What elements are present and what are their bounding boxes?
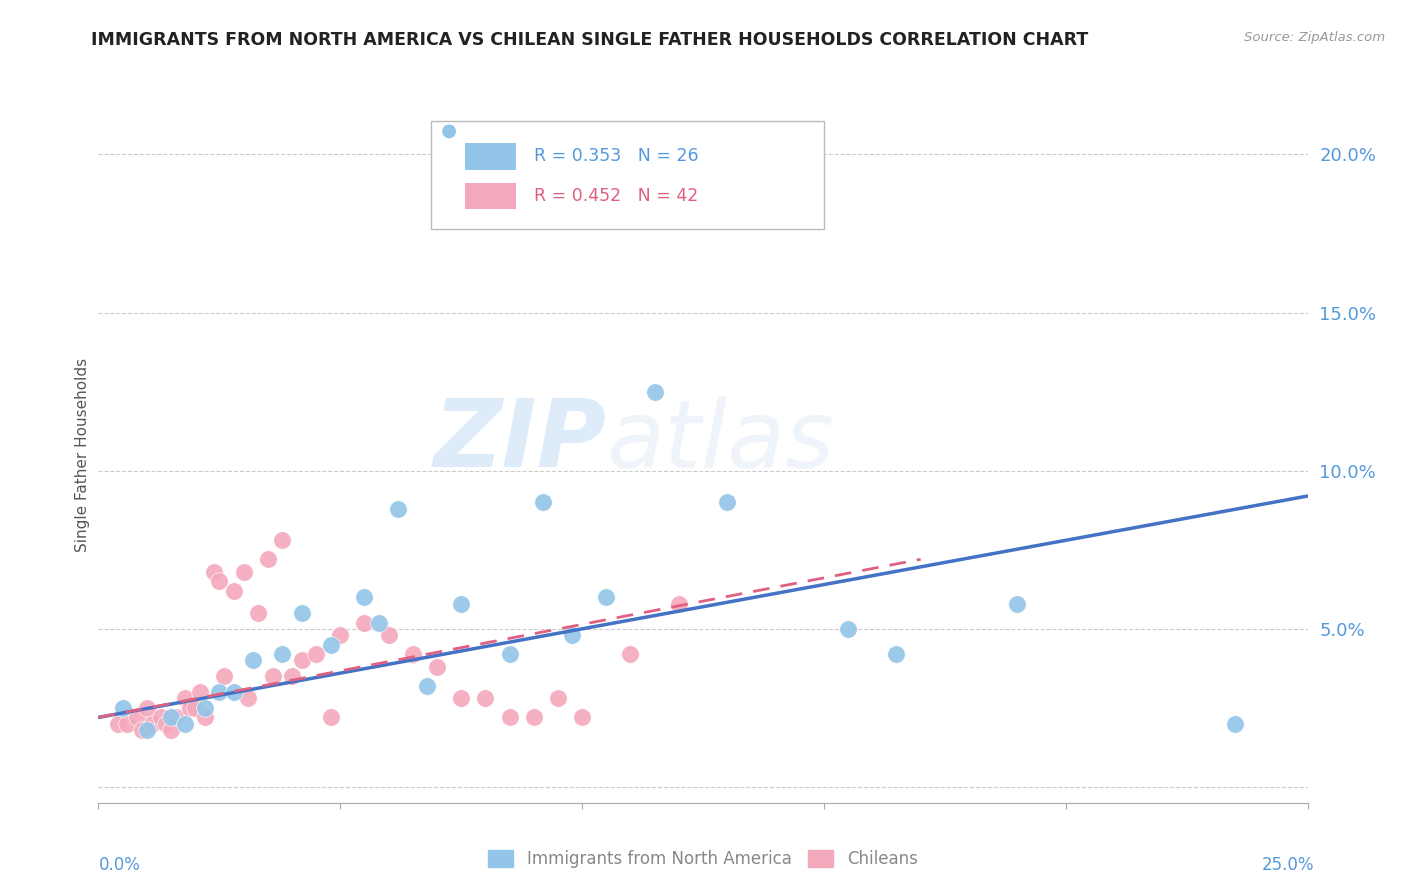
- FancyBboxPatch shape: [430, 121, 824, 229]
- Point: [450, 597, 472, 611]
- Point: [165, 710, 187, 724]
- Point: [111, 701, 134, 715]
- Point: [402, 647, 425, 661]
- Point: [644, 384, 666, 399]
- Point: [194, 710, 217, 724]
- Point: [232, 565, 254, 579]
- Point: [619, 647, 641, 661]
- Point: [837, 622, 859, 636]
- Point: [212, 669, 235, 683]
- Point: [188, 685, 211, 699]
- Text: R = 0.452   N = 42: R = 0.452 N = 42: [534, 187, 697, 205]
- Point: [571, 710, 593, 724]
- Point: [531, 495, 554, 509]
- Point: [353, 591, 375, 605]
- Point: [222, 583, 245, 598]
- Point: [247, 606, 270, 620]
- Point: [595, 591, 617, 605]
- Point: [319, 710, 342, 724]
- Text: atlas: atlas: [606, 395, 835, 486]
- FancyBboxPatch shape: [465, 144, 516, 169]
- Point: [184, 701, 207, 715]
- FancyBboxPatch shape: [465, 183, 516, 210]
- Point: [194, 701, 217, 715]
- Point: [242, 653, 264, 667]
- Point: [498, 647, 520, 661]
- Point: [160, 710, 183, 724]
- Point: [160, 723, 183, 737]
- Point: [107, 716, 129, 731]
- Point: [155, 716, 177, 731]
- Text: 0.0%: 0.0%: [98, 855, 141, 873]
- Text: R = 0.353   N = 26: R = 0.353 N = 26: [534, 147, 699, 165]
- Point: [208, 574, 231, 589]
- Point: [174, 691, 197, 706]
- Point: [290, 653, 312, 667]
- Point: [150, 710, 173, 724]
- Point: [117, 716, 139, 731]
- Point: [319, 638, 342, 652]
- Point: [353, 615, 375, 630]
- Point: [450, 691, 472, 706]
- Point: [1007, 597, 1029, 611]
- Point: [474, 691, 496, 706]
- Point: [208, 685, 231, 699]
- Text: IMMIGRANTS FROM NORTH AMERICA VS CHILEAN SINGLE FATHER HOUSEHOLDS CORRELATION CH: IMMIGRANTS FROM NORTH AMERICA VS CHILEAN…: [91, 31, 1088, 49]
- Point: [131, 723, 153, 737]
- Point: [127, 710, 149, 724]
- Point: [141, 716, 163, 731]
- Point: [668, 597, 690, 611]
- Point: [262, 669, 284, 683]
- Point: [238, 691, 260, 706]
- Point: [174, 716, 197, 731]
- Point: [305, 647, 328, 661]
- Point: [204, 565, 226, 579]
- Point: [377, 628, 399, 642]
- Point: [561, 628, 583, 642]
- Text: Source: ZipAtlas.com: Source: ZipAtlas.com: [1244, 31, 1385, 45]
- Point: [547, 691, 569, 706]
- Point: [523, 710, 546, 724]
- Point: [368, 615, 391, 630]
- Point: [135, 701, 157, 715]
- Point: [1223, 716, 1246, 731]
- Point: [271, 647, 294, 661]
- Point: [329, 628, 352, 642]
- Point: [256, 552, 278, 566]
- Point: [135, 723, 157, 737]
- Text: 25.0%: 25.0%: [1263, 855, 1315, 873]
- Point: [716, 495, 738, 509]
- Point: [387, 501, 409, 516]
- Point: [222, 685, 245, 699]
- Point: [271, 533, 294, 548]
- Legend: Immigrants from North America, Chileans: Immigrants from North America, Chileans: [482, 843, 924, 875]
- Y-axis label: Single Father Households: Single Father Households: [75, 358, 90, 552]
- Point: [886, 647, 908, 661]
- Point: [281, 669, 304, 683]
- Point: [290, 606, 312, 620]
- Point: [498, 710, 520, 724]
- Point: [416, 679, 439, 693]
- Text: ZIP: ZIP: [433, 395, 606, 487]
- Point: [426, 660, 449, 674]
- Point: [179, 701, 201, 715]
